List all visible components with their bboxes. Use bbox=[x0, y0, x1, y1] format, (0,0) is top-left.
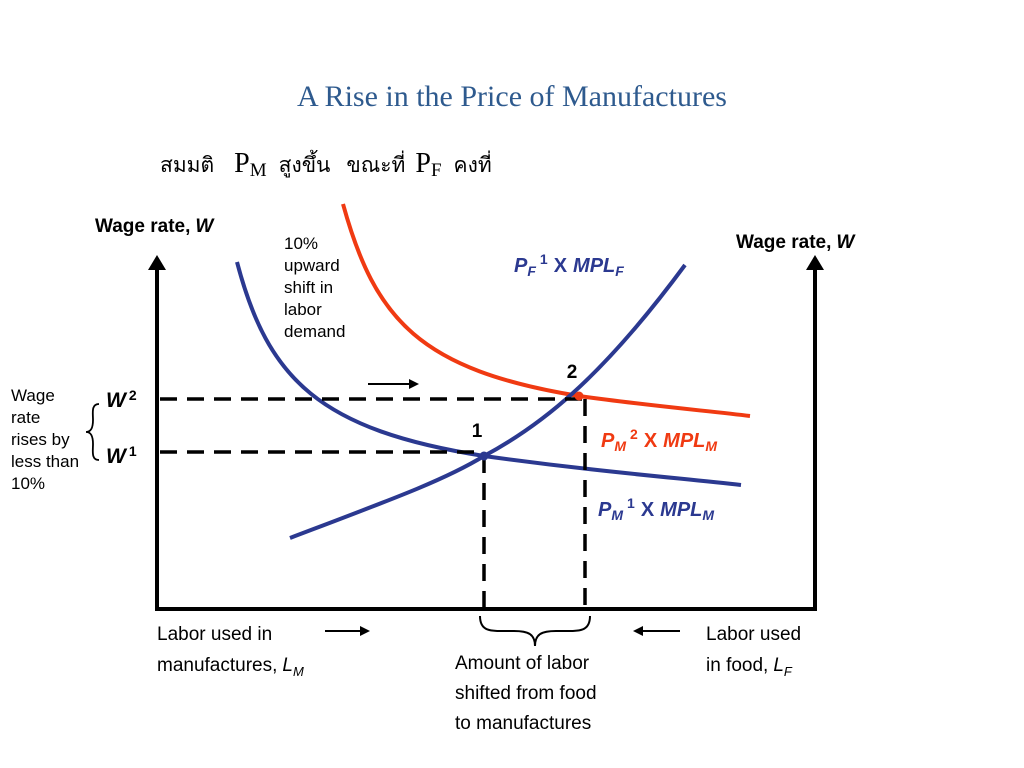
pm-sub: M bbox=[250, 160, 267, 181]
wage-annotation: Wage rate rises by less than 10% bbox=[11, 386, 84, 493]
labor-shifted-label: Amount of labor shifted from food to man… bbox=[455, 653, 602, 734]
pm2-mpl-curve bbox=[341, 203, 751, 418]
point-1-label: 1 bbox=[472, 421, 483, 442]
assumption-middle: ขณะที่ bbox=[346, 150, 405, 177]
slide-title: A Rise in the Price of Manufactures bbox=[297, 80, 727, 113]
labor-shift-brace-icon bbox=[479, 615, 591, 647]
pf-symbol: P bbox=[415, 148, 431, 179]
pf-curve-label: PF1 X MPLF bbox=[514, 251, 624, 279]
equilibrium-point-2 bbox=[574, 391, 584, 401]
labor-food-label: Labor used in food, LF bbox=[706, 624, 806, 679]
labor-manufactures-label: Labor used in manufactures, LM bbox=[157, 624, 304, 679]
equilibrium-point-1 bbox=[479, 451, 489, 461]
shift-annotation: 10% upward shift in labor demand bbox=[284, 234, 345, 341]
left-axis-label: Wage rate, W bbox=[95, 216, 215, 237]
point-2-label: 2 bbox=[567, 362, 578, 383]
pf-sub: F bbox=[431, 160, 442, 181]
assumption-prefix: สมมติ bbox=[160, 153, 214, 177]
pm1-curve-label: PM1 X MPLM bbox=[598, 495, 714, 523]
assumption-line: สมมติ PM สูงขึ้น ขณะที่ PF คงที่ bbox=[160, 148, 492, 182]
right-axis-arrow-icon bbox=[806, 255, 824, 270]
pm-rises-text: สูงขึ้น bbox=[279, 150, 331, 178]
wage-brace-icon bbox=[85, 403, 100, 461]
pm2-curve-label: PM2 X MPLM bbox=[601, 426, 717, 454]
pm-symbol: P bbox=[234, 148, 250, 179]
right-axis-label: Wage rate, W bbox=[736, 232, 856, 253]
left-axis-arrow-icon bbox=[148, 255, 166, 270]
pf-constant-text: คงที่ bbox=[454, 150, 492, 177]
